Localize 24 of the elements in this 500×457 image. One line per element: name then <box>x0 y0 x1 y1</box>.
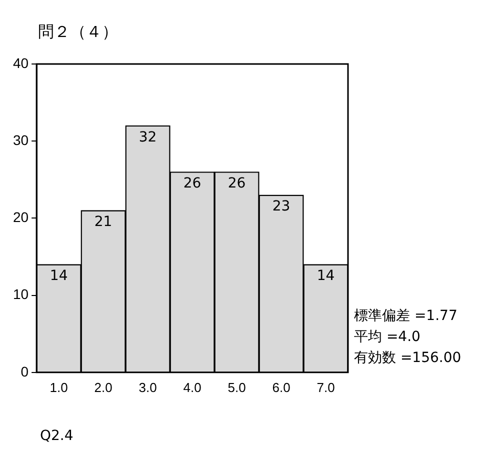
text: 標準偏差 =1.77 <box>354 307 458 326</box>
x-tick-label: 3.0 <box>138 380 157 395</box>
chart-title: 問２（４） <box>38 22 118 43</box>
y-tick-label: 10 <box>12 286 29 302</box>
y-tick-label: 20 <box>12 209 29 226</box>
data-label: 14 <box>50 268 68 284</box>
data-label: 32 <box>138 129 157 146</box>
data-label: 26 <box>228 176 246 192</box>
x-tick-label: 4.0 <box>183 380 202 395</box>
x-tick-label: 1.0 <box>50 380 68 395</box>
data-label: 26 <box>183 176 202 192</box>
x-tick-label: 5.0 <box>228 380 246 395</box>
y-tick-label: 0 <box>20 363 29 380</box>
y-tick-label: 30 <box>12 132 29 148</box>
x-tick-label: 7.0 <box>316 380 335 395</box>
x-tick-label: 2.0 <box>94 380 112 395</box>
text: 平均 =4.0 <box>354 328 422 347</box>
text: 有効数 =156.00 <box>354 349 462 368</box>
x-axis-title: Q2.4 <box>40 428 74 444</box>
data-label: 14 <box>316 268 335 284</box>
data-label: 21 <box>94 214 112 230</box>
data-label: 23 <box>272 198 290 215</box>
x-tick-label: 6.0 <box>272 380 290 395</box>
y-tick-label: 40 <box>12 54 29 71</box>
